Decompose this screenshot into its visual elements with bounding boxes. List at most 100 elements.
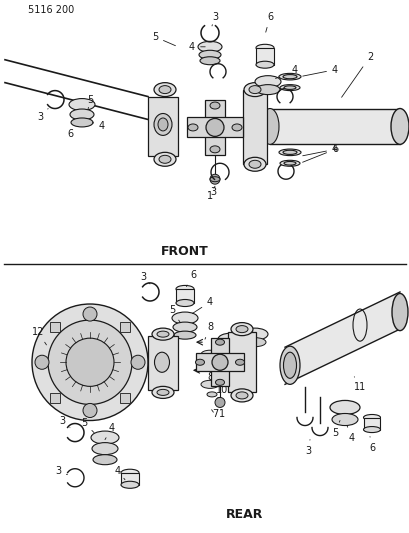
Ellipse shape	[282, 150, 296, 155]
Ellipse shape	[390, 109, 408, 144]
Text: 3: 3	[55, 466, 67, 476]
Text: 3: 3	[211, 12, 218, 26]
Ellipse shape	[391, 294, 407, 330]
Text: FRONT: FRONT	[161, 245, 208, 259]
Ellipse shape	[241, 328, 267, 340]
Ellipse shape	[172, 312, 198, 324]
Text: 2: 2	[341, 52, 372, 98]
Circle shape	[205, 118, 223, 136]
Ellipse shape	[175, 300, 193, 306]
Ellipse shape	[283, 352, 296, 378]
Text: 8: 8	[204, 369, 213, 382]
Circle shape	[83, 403, 97, 417]
Ellipse shape	[157, 118, 168, 131]
Ellipse shape	[93, 455, 117, 465]
Text: 1: 1	[218, 405, 225, 419]
Text: REAR: REAR	[226, 508, 263, 521]
Ellipse shape	[329, 400, 359, 415]
Ellipse shape	[243, 337, 265, 346]
Circle shape	[66, 338, 114, 386]
Text: 3: 3	[209, 180, 216, 197]
Ellipse shape	[279, 85, 299, 91]
Text: 6: 6	[265, 12, 272, 32]
Ellipse shape	[195, 359, 204, 365]
Ellipse shape	[236, 326, 247, 333]
Text: 4: 4	[192, 297, 213, 313]
Ellipse shape	[159, 86, 171, 94]
Ellipse shape	[363, 415, 380, 421]
Ellipse shape	[235, 359, 244, 365]
Ellipse shape	[278, 149, 300, 156]
Circle shape	[32, 304, 148, 421]
Text: 4: 4	[115, 466, 125, 480]
Text: 3: 3	[304, 440, 310, 456]
Ellipse shape	[261, 109, 278, 144]
Text: 1: 1	[207, 186, 214, 201]
Bar	[227, 332, 255, 392]
Ellipse shape	[218, 333, 243, 345]
Ellipse shape	[255, 85, 279, 94]
Text: 5: 5	[331, 421, 339, 438]
Ellipse shape	[121, 469, 139, 477]
Ellipse shape	[331, 414, 357, 425]
Ellipse shape	[220, 343, 241, 352]
Ellipse shape	[152, 328, 173, 340]
Circle shape	[131, 355, 145, 369]
Ellipse shape	[157, 331, 169, 337]
Ellipse shape	[278, 74, 300, 80]
Ellipse shape	[175, 286, 193, 293]
Ellipse shape	[198, 42, 221, 52]
Bar	[121, 473, 139, 485]
Text: 4: 4	[189, 42, 205, 52]
Ellipse shape	[173, 322, 196, 332]
Text: 4: 4	[275, 64, 297, 78]
Ellipse shape	[71, 118, 93, 127]
Text: 5: 5	[151, 32, 175, 46]
Ellipse shape	[215, 339, 224, 345]
Bar	[204, 100, 225, 155]
Ellipse shape	[188, 124, 198, 131]
Text: 4: 4	[105, 423, 115, 440]
Ellipse shape	[236, 392, 247, 399]
Bar	[120, 322, 130, 332]
Bar	[255, 48, 273, 64]
Ellipse shape	[154, 152, 175, 166]
Ellipse shape	[173, 331, 196, 339]
Ellipse shape	[200, 381, 218, 389]
Bar	[243, 90, 266, 164]
Ellipse shape	[70, 109, 94, 120]
Ellipse shape	[209, 102, 220, 109]
Text: 9: 9	[211, 397, 220, 407]
Ellipse shape	[279, 346, 299, 384]
Text: 10: 10	[211, 384, 227, 395]
Bar	[211, 338, 229, 386]
Ellipse shape	[209, 177, 220, 182]
Text: 3: 3	[37, 109, 48, 123]
Bar	[120, 393, 130, 403]
Ellipse shape	[231, 124, 241, 131]
Circle shape	[48, 320, 132, 405]
Text: 6: 6	[302, 144, 337, 156]
Ellipse shape	[69, 99, 95, 110]
Text: 4: 4	[92, 122, 105, 132]
Circle shape	[35, 355, 49, 369]
Ellipse shape	[200, 350, 218, 358]
Circle shape	[83, 307, 97, 321]
Circle shape	[209, 174, 220, 184]
Ellipse shape	[154, 114, 172, 135]
Ellipse shape	[159, 155, 171, 163]
Bar	[148, 336, 178, 390]
Bar	[363, 417, 379, 430]
Ellipse shape	[121, 481, 139, 488]
Text: 6: 6	[186, 270, 196, 287]
Text: 6: 6	[67, 126, 78, 140]
Ellipse shape	[255, 44, 273, 51]
Ellipse shape	[154, 352, 169, 373]
Circle shape	[211, 354, 227, 370]
Text: 7: 7	[211, 409, 218, 419]
Ellipse shape	[152, 386, 173, 399]
Bar	[196, 353, 243, 372]
Text: 5: 5	[87, 94, 93, 109]
Text: 12: 12	[32, 327, 46, 345]
Circle shape	[214, 398, 225, 407]
